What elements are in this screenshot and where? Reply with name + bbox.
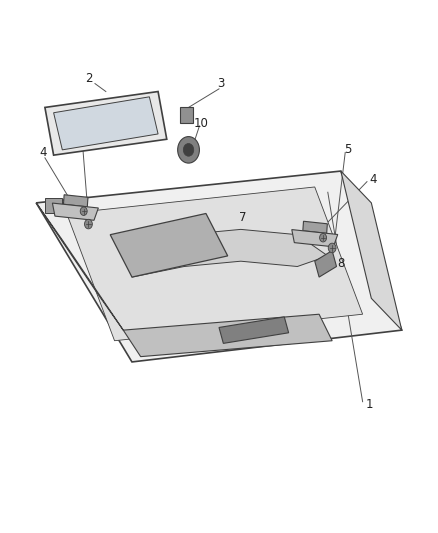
Circle shape (328, 243, 336, 253)
Text: 5: 5 (75, 125, 82, 138)
Circle shape (85, 219, 92, 229)
Polygon shape (64, 195, 88, 207)
Polygon shape (53, 203, 99, 220)
Text: 7: 7 (239, 211, 247, 224)
Polygon shape (45, 198, 62, 214)
Polygon shape (53, 97, 158, 150)
Text: 4: 4 (370, 173, 377, 185)
Polygon shape (180, 108, 193, 123)
Text: 5: 5 (344, 143, 351, 156)
Polygon shape (292, 230, 338, 247)
Polygon shape (45, 92, 167, 155)
Polygon shape (110, 214, 228, 277)
Polygon shape (341, 171, 402, 330)
Text: 4: 4 (39, 146, 46, 159)
Polygon shape (303, 221, 327, 233)
Circle shape (184, 143, 194, 156)
Text: 1: 1 (365, 398, 373, 411)
Polygon shape (67, 187, 363, 341)
Circle shape (178, 136, 199, 163)
Text: 10: 10 (194, 117, 209, 130)
Polygon shape (315, 251, 336, 277)
Polygon shape (123, 314, 332, 357)
Circle shape (80, 207, 87, 215)
Circle shape (320, 233, 327, 242)
Polygon shape (36, 171, 402, 362)
Text: 3: 3 (218, 77, 225, 90)
Polygon shape (36, 203, 123, 330)
Polygon shape (219, 317, 289, 343)
Polygon shape (132, 229, 328, 277)
Text: 8: 8 (337, 257, 345, 270)
Text: 2: 2 (85, 72, 92, 85)
